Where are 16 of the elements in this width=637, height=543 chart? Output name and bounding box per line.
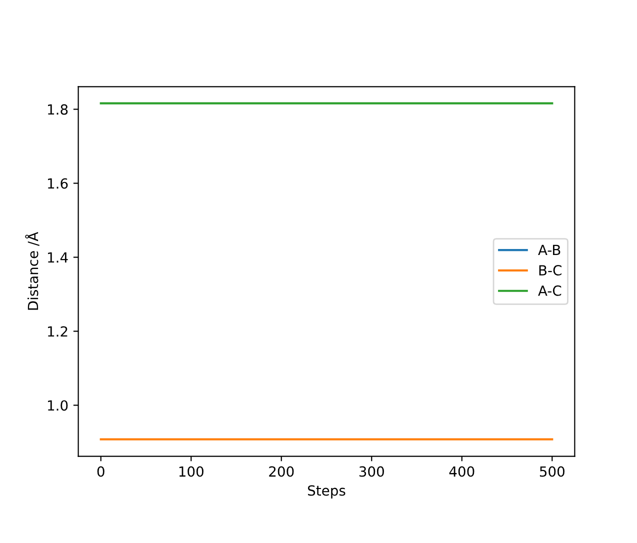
- x-tick-label: 400: [449, 466, 474, 477]
- y-tick-label: 1.4: [48, 252, 68, 263]
- y-tick-label: 1.0: [48, 400, 68, 411]
- y-tick-label: 1.2: [48, 326, 68, 337]
- x-tick-label: 200: [269, 466, 294, 477]
- legend-label: B-C: [539, 265, 562, 276]
- y-tick-label: 1.6: [48, 178, 68, 189]
- x-axis-title: Steps: [308, 485, 346, 498]
- y-tick-label: 1.8: [48, 104, 68, 115]
- x-tick-label: 0: [97, 466, 104, 477]
- y-axis-title: Distance /Å: [25, 232, 40, 310]
- legend-label: A-B: [538, 244, 560, 255]
- legend-label: A-C: [538, 285, 562, 296]
- x-tick-label: 500: [540, 466, 564, 477]
- x-tick-label: 100: [179, 466, 204, 477]
- x-tick-label: 300: [359, 466, 384, 477]
